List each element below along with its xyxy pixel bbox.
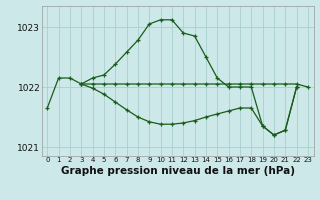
- X-axis label: Graphe pression niveau de la mer (hPa): Graphe pression niveau de la mer (hPa): [60, 166, 295, 176]
